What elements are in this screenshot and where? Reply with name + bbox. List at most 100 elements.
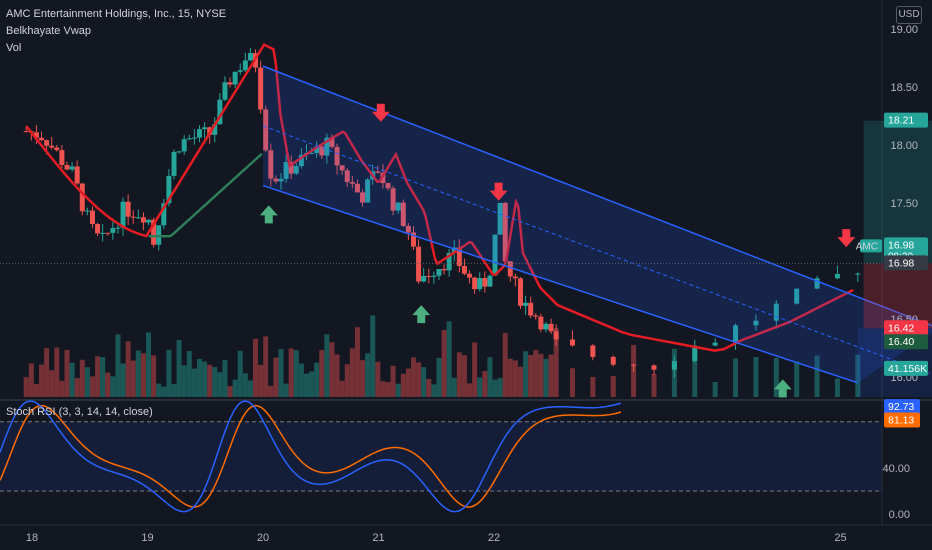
- candle-body: [651, 365, 657, 370]
- candle-body: [512, 276, 518, 279]
- stoch-value-D: [884, 412, 920, 428]
- channel-lower-line: [262, 184, 859, 384]
- candle-body: [171, 151, 177, 176]
- candle-body: [354, 183, 360, 193]
- volume-bar: [773, 357, 779, 397]
- stoch-rsi-label[interactable]: Stoch RSI (3, 3, 14, 14, close): [6, 406, 153, 418]
- candle-body: [176, 151, 182, 153]
- time-tick-label: 22: [488, 532, 500, 544]
- volume-bar: [268, 385, 274, 397]
- volume-bar: [74, 378, 80, 397]
- candle-body: [74, 166, 80, 184]
- candle-body: [156, 225, 162, 245]
- volume-bar: [538, 353, 544, 397]
- volume-bar: [278, 349, 284, 397]
- volume-bar: [89, 376, 95, 397]
- candle-body: [441, 268, 447, 271]
- volume-bar: [533, 350, 539, 397]
- stoch-band-fill: [0, 421, 882, 491]
- time-tick-label: 18: [26, 532, 38, 544]
- volume-bar: [370, 315, 376, 397]
- volume-bar: [207, 364, 213, 397]
- candle-body: [405, 225, 411, 233]
- candle-body: [191, 137, 197, 139]
- candle-body: [222, 82, 228, 100]
- volume-bar: [227, 386, 233, 397]
- volume-bar: [553, 328, 559, 397]
- volume-bar: [217, 372, 223, 397]
- time-tick-label: 19: [141, 532, 153, 544]
- time-tick-label: 20: [257, 532, 269, 544]
- volume-bar: [482, 371, 488, 397]
- price-tick-label: 18.00: [890, 140, 918, 152]
- candle-body: [329, 137, 335, 147]
- volume-indicator-label[interactable]: Vol: [6, 42, 22, 54]
- symbol-title: AMC Entertainment Holdings, Inc., 15, NY…: [6, 8, 227, 20]
- candle-body: [497, 202, 503, 235]
- candle-body: [461, 266, 467, 274]
- vwap-indicator-label[interactable]: Belkhayate Vwap: [6, 25, 91, 37]
- volume-bars: [23, 315, 861, 397]
- volume-bar: [410, 357, 416, 397]
- buy-arrow-icon: [412, 305, 431, 324]
- candle-body: [426, 275, 432, 277]
- volume-bar: [95, 356, 101, 397]
- candle-body: [268, 150, 274, 179]
- candle-body: [671, 361, 677, 370]
- volume-bar: [405, 368, 411, 397]
- candle-body: [273, 178, 279, 182]
- volume-bar: [84, 367, 90, 397]
- volume-bar: [467, 383, 473, 397]
- volume-bar: [794, 361, 800, 397]
- candle-body: [196, 129, 202, 138]
- candle-body: [814, 278, 820, 289]
- candle-body: [349, 182, 355, 184]
- volume-bar: [426, 378, 432, 397]
- candle-body: [773, 303, 779, 321]
- candle-body: [517, 278, 523, 306]
- volume-bar: [222, 359, 228, 397]
- price-label-volume: [884, 360, 928, 376]
- volume-bar: [692, 350, 698, 397]
- candle-body: [186, 138, 192, 140]
- volume-bar: [380, 381, 386, 397]
- volume-bar: [176, 339, 182, 397]
- candle-body: [467, 273, 473, 278]
- candle-body: [39, 137, 45, 141]
- candle-body: [232, 71, 238, 85]
- volume-bar: [349, 348, 355, 397]
- volume-bar: [497, 377, 503, 397]
- volume-bar: [385, 382, 391, 397]
- candle-body: [166, 175, 172, 204]
- candle-body: [146, 219, 152, 223]
- currency-button[interactable]: USD: [896, 6, 922, 24]
- candle-body: [375, 171, 381, 173]
- candle-body: [344, 170, 350, 183]
- candle-body: [110, 228, 116, 233]
- candle-body: [202, 127, 208, 130]
- candle-body: [610, 356, 616, 365]
- candle-body: [125, 201, 131, 217]
- sell-arrow-icon: [371, 103, 390, 122]
- symbol-tag: AMC: [856, 241, 878, 252]
- stoch-tick-label: 0.00: [889, 509, 910, 521]
- volume-bar: [186, 351, 192, 397]
- candle-body: [298, 154, 304, 167]
- volume-bar: [753, 356, 759, 397]
- volume-bar: [365, 353, 371, 397]
- candle-body: [105, 232, 111, 234]
- candle-body: [69, 166, 75, 170]
- price-label-text: 41.156K: [888, 363, 927, 375]
- sell-arrow-icon: [837, 229, 856, 248]
- candle-body: [33, 132, 39, 138]
- volume-bar: [125, 341, 131, 397]
- stoch-tick-label: 40.00: [882, 463, 910, 475]
- candle-body: [314, 146, 320, 153]
- candle-body: [733, 325, 739, 343]
- candle-body: [533, 315, 539, 317]
- volume-bar: [834, 378, 840, 397]
- candle-body: [472, 277, 478, 290]
- volume-bar: [309, 371, 315, 397]
- volume-bar: [314, 362, 320, 397]
